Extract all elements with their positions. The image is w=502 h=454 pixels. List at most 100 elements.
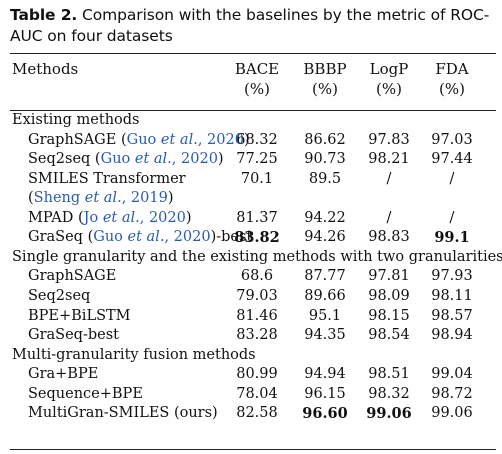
method-name: Gra+BPE [28, 366, 99, 383]
cell-bbbp: 95.1 [308, 307, 342, 324]
table-row: (Sheng et al., 2019) [0, 190, 502, 209]
table-row: SMILES Transformer 70.1 89.5 / / [0, 171, 502, 190]
cell-logp: 99.06 [366, 405, 412, 423]
method-name: GraphSAGE (Guo et al., 2020) [28, 131, 250, 148]
top-rule [10, 53, 496, 55]
cell-fda: 99.04 [431, 366, 473, 383]
cell-logp: 98.09 [368, 287, 410, 304]
method-name: (Sheng et al., 2019) [28, 190, 174, 207]
cell-fda: 98.11 [431, 287, 473, 304]
cell-bbbp: 94.26 [304, 229, 346, 246]
cell-fda: 98.94 [431, 327, 473, 344]
table-row: GraphSAGE (Guo et al., 2020) 68.32 86.62 97… [0, 132, 502, 151]
cell-logp: 98.32 [368, 385, 410, 402]
header-fda-unit: (%) [439, 80, 465, 98]
cell-bace: 81.37 [236, 209, 278, 226]
caption-text: Comparison with the baselines by the met… [10, 6, 490, 45]
citation-link[interactable]: Guo et al., 2020 [93, 229, 211, 246]
method-name: MultiGran-SMILES (ours) [28, 405, 218, 422]
section-label: Multi-granularity fusion methods [12, 346, 256, 363]
cell-fda: 98.57 [431, 307, 473, 324]
method-name: BPE+BiLSTM [28, 307, 131, 324]
cell-bace: 83.82 [234, 229, 280, 247]
cell-logp: 98.15 [368, 307, 410, 324]
method-name: Seq2seq [28, 287, 91, 304]
header-logp: LogP [369, 60, 409, 78]
table-row: BPE+BiLSTM 81.46 95.1 98.15 98.57 [0, 308, 502, 327]
cell-logp: / [386, 170, 392, 187]
cell-bbbp: 86.62 [304, 131, 346, 148]
cell-bbbp: 94.94 [304, 366, 346, 383]
cell-bbbp: 90.73 [304, 151, 346, 168]
cell-bbbp: 94.35 [304, 327, 346, 344]
citation-link[interactable]: Sheng et al., 2019 [33, 190, 168, 207]
header-methods: Methods [12, 60, 79, 78]
cell-bbbp: 96.15 [304, 385, 346, 402]
section-label: Existing methods [12, 112, 140, 128]
cell-bbbp: 89.66 [304, 287, 346, 304]
cell-bbbp: 94.22 [304, 209, 346, 226]
method-name: GraphSAGE [28, 268, 117, 285]
cell-bace: 68.6 [240, 268, 274, 285]
cell-bace: 83.28 [236, 327, 278, 344]
header-fda: FDA [435, 60, 469, 78]
cell-logp: 98.21 [368, 151, 410, 168]
cell-fda: / [449, 209, 455, 226]
table-caption: Table 2. Comparison with the baselines b… [10, 5, 498, 47]
header-bbbp-unit: (%) [312, 80, 338, 98]
section-row: Single granularity and the existing meth… [0, 249, 502, 268]
method-name: Sequence+BPE [28, 385, 143, 402]
cell-bace: 70.1 [240, 170, 274, 187]
cell-bace: 81.46 [236, 307, 278, 324]
cell-logp: 97.83 [368, 131, 410, 148]
method-name: GraSeq-best [28, 327, 119, 344]
section-row: Existing methods [0, 112, 502, 131]
cell-bbbp: 96.60 [302, 405, 348, 423]
citation-link[interactable]: Guo et al., 2020 [126, 131, 244, 148]
table-row: GraphSAGE 68.6 87.77 97.81 97.93 [0, 268, 502, 287]
cell-fda: 97.44 [431, 151, 473, 168]
cell-bbbp: 89.5 [308, 170, 342, 187]
header-bace: BACE [234, 60, 280, 78]
header-logp-unit: (%) [376, 80, 402, 98]
method-name: MPAD (Jo et al., 2020) [28, 209, 192, 226]
cell-bace: 79.03 [236, 287, 278, 304]
header-bace-unit: (%) [244, 80, 270, 98]
cell-fda: 97.93 [431, 268, 473, 285]
cell-bbbp: 87.77 [304, 268, 346, 285]
cell-logp: 98.51 [368, 366, 410, 383]
cell-fda: 97.03 [431, 131, 473, 148]
cell-logp: / [386, 209, 392, 226]
table-row: Seq2seq 79.03 89.66 98.09 98.11 [0, 288, 502, 307]
table-row: MultiGran-SMILES (ours) 82.58 96.60 99.06 99… [0, 405, 502, 424]
cell-fda: 98.72 [431, 385, 473, 402]
table-row: MPAD (Jo et al., 2020) 81.37 94.22 / / [0, 210, 502, 229]
cell-fda: 99.06 [431, 405, 473, 422]
section-row: Multi-granularity fusion methods [0, 347, 502, 366]
cell-fda: 99.1 [434, 229, 470, 247]
citation-link[interactable]: Jo et al., 2020 [83, 209, 186, 226]
table-row: GraSeq-best 83.28 94.35 98.54 98.94 [0, 327, 502, 346]
cell-logp: 97.81 [368, 268, 410, 285]
method-name: Seq2seq (Guo et al., 2020) [28, 151, 224, 168]
cell-bace: 77.25 [236, 151, 278, 168]
cell-bace: 82.58 [236, 405, 278, 422]
cell-bace: 80.99 [236, 366, 278, 383]
header-rule [10, 110, 496, 111]
cell-fda: / [449, 170, 455, 187]
table-row: Seq2seq (Guo et al., 2020) 77.25 90.73 98.2… [0, 151, 502, 170]
table-row: GraSeq (Guo et al., 2020)-best 83.82 94.26… [0, 229, 502, 248]
cell-bace: 68.32 [236, 131, 278, 148]
cell-logp: 98.54 [368, 327, 410, 344]
cell-logp: 98.83 [368, 229, 410, 246]
section-label: Single granularity and the existing meth… [12, 248, 502, 265]
cell-bace: 78.04 [236, 385, 278, 402]
method-name: SMILES Transformer [28, 170, 186, 187]
table-row: Sequence+BPE 78.04 96.15 98.32 98.72 [0, 386, 502, 405]
caption-label: Table 2. [10, 6, 78, 24]
header-bbbp: BBBP [303, 60, 347, 78]
table-row: Gra+BPE 80.99 94.94 98.51 99.04 [0, 366, 502, 385]
method-name: GraSeq (Guo et al., 2020)-best [28, 229, 253, 246]
bottom-rule [10, 449, 496, 451]
citation-link[interactable]: Guo et al., 2020 [100, 151, 218, 168]
